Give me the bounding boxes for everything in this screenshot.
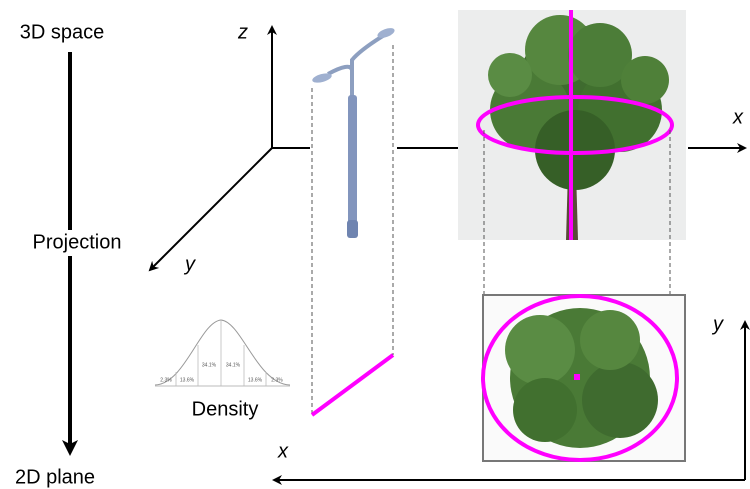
density-pct: 13.6% xyxy=(180,377,195,383)
lamp-projection xyxy=(312,355,393,415)
tree-top-view xyxy=(505,308,658,448)
plane-y-label: y xyxy=(711,313,724,335)
center-point xyxy=(574,374,580,380)
street-lamp xyxy=(311,26,396,238)
density-pct: 34.1% xyxy=(202,362,217,368)
x-label: x xyxy=(732,106,744,128)
density-pct: 13.6% xyxy=(248,377,263,383)
y-axis xyxy=(150,148,272,270)
density-pct: 2.3% xyxy=(160,377,172,383)
density-pct: 2.3% xyxy=(271,377,283,383)
label-3d-space: 3D space xyxy=(20,21,105,43)
density-pct: 34.1% xyxy=(226,362,241,368)
density-label: Density xyxy=(192,398,259,420)
z-label: z xyxy=(237,21,248,43)
plane-x-label: x xyxy=(277,440,289,462)
label-projection: Projection xyxy=(33,231,122,253)
label-2d-plane: 2D plane xyxy=(15,466,95,488)
y-label: y xyxy=(183,253,196,275)
density-curve xyxy=(155,320,290,386)
diagram: 3D space Projection 2D plane z y x xyxy=(0,0,750,489)
page: 3D space Projection 2D plane z y x xyxy=(0,0,750,489)
